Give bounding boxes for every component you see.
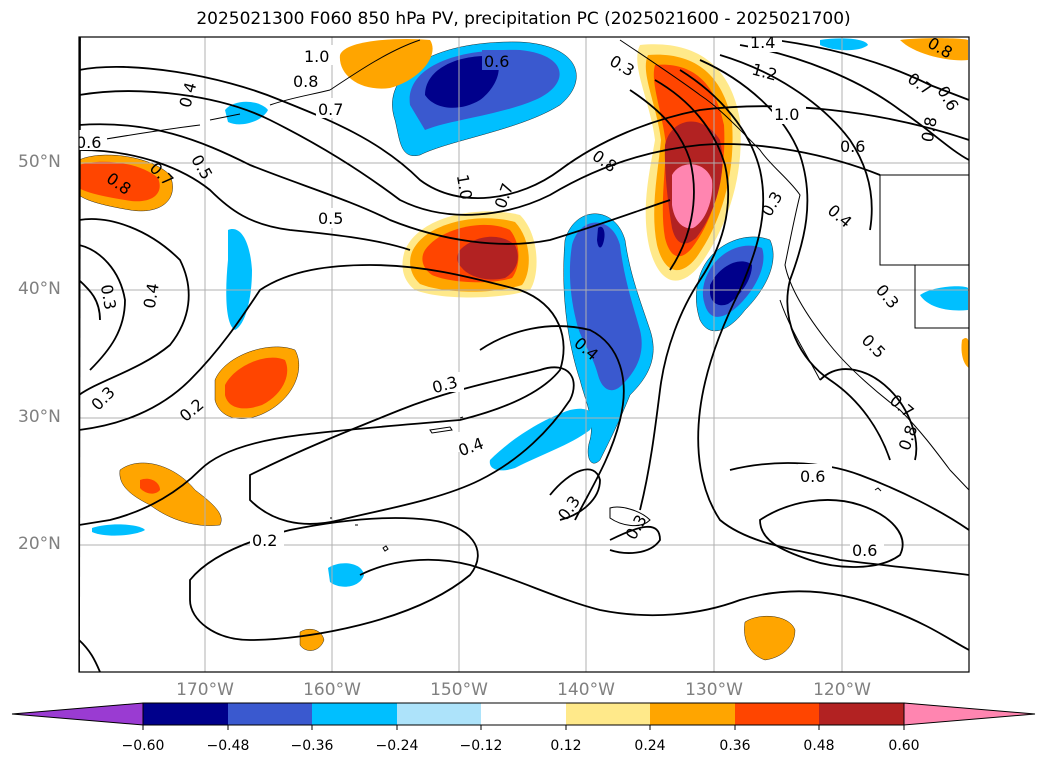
colorbar <box>11 702 1036 730</box>
contour-label: 0.6 <box>76 133 101 152</box>
lat-label-30n: 30°N <box>18 407 61 427</box>
shading-layer <box>79 38 969 661</box>
colorbar-tick-label: −0.36 <box>290 738 334 754</box>
contour-label: 0.8 <box>918 115 941 143</box>
contour-label: 0.7 <box>318 100 343 119</box>
contour-label: 1.0 <box>453 173 476 201</box>
colorbar-bin <box>735 703 819 725</box>
colorbar-tick-label: 0.12 <box>550 738 582 754</box>
contour-label: 0.8 <box>293 72 318 91</box>
contour-label: 0.4 <box>140 282 163 310</box>
colorbar-tick-label: 0.60 <box>888 738 920 754</box>
contour-label: 0.6 <box>840 137 865 156</box>
colorbar-bin <box>228 703 312 725</box>
colorbar-bin <box>143 703 228 725</box>
contour-label: 0.6 <box>484 52 509 71</box>
contour-label: 1.0 <box>774 105 799 124</box>
lon-label-130w: 130°W <box>685 680 743 700</box>
map-area: 1.0 0.8 0.7 0.6 0.4 0.6 0.8 0.7 0.5 0.5 … <box>76 33 969 672</box>
colorbar-bin <box>819 703 904 725</box>
lat-label-40n: 40°N <box>18 279 61 299</box>
lon-label-170w: 170°W <box>176 680 234 700</box>
colorbar-tick-label: −0.24 <box>375 738 419 754</box>
colorbar-bin <box>312 703 397 725</box>
colorbar-tick-label: −0.60 <box>121 738 165 754</box>
coastlines <box>99 39 969 552</box>
colorbar-bin <box>481 703 566 725</box>
contour-label: 0.6 <box>852 541 877 560</box>
lon-label-120w: 120°W <box>813 680 871 700</box>
colorbar-over-arrow <box>903 702 1036 726</box>
contour-label: 0.5 <box>318 209 343 228</box>
lon-label-150w: 150°W <box>430 680 488 700</box>
lat-label-20n: 20°N <box>18 534 61 554</box>
map-title: 2025021300 F060 850 hPa PV, precipitatio… <box>196 9 851 29</box>
colorbar-tick-label: 0.48 <box>803 738 835 754</box>
colorbar-tick-label: −0.12 <box>459 738 503 754</box>
colorbar-bin <box>566 703 650 725</box>
lon-label-160w: 160°W <box>303 680 361 700</box>
lat-label-50n: 50°N <box>18 152 61 172</box>
contour-labels: 1.0 0.8 0.7 0.6 0.4 0.6 0.8 0.7 0.5 0.5 … <box>76 33 963 560</box>
contour-label: 1.0 <box>304 47 329 66</box>
colorbar-bin <box>650 703 735 725</box>
colorbar-tick-label: −0.48 <box>206 738 250 754</box>
contour-label: 0.2 <box>252 531 277 550</box>
contour-label: 0.6 <box>800 467 825 486</box>
colorbar-tick-label: 0.36 <box>719 738 751 754</box>
contour-label: 0.3 <box>97 283 120 311</box>
lon-label-140w: 140°W <box>557 680 615 700</box>
colorbar-under-arrow <box>11 702 144 726</box>
colorbar-bin <box>397 703 481 725</box>
contour-label: 1.4 <box>750 33 775 52</box>
map-frame <box>78 36 970 673</box>
colorbar-tick-label: 0.24 <box>634 738 666 754</box>
